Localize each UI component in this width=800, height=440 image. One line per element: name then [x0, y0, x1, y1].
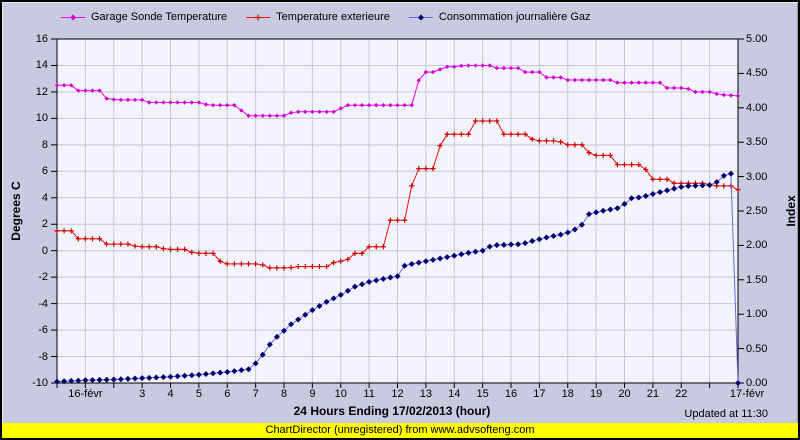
exterior-series-marker-icon — [245, 12, 271, 23]
y-left-tick-label: -4 — [38, 297, 48, 310]
x-tick-label: 17 — [533, 388, 546, 400]
y-right-tick-label: 2.00 — [746, 239, 768, 252]
y-left-tick-label: 2 — [41, 218, 48, 231]
y-left-tick-label: -6 — [38, 324, 48, 337]
y-right-tick-label: 4.50 — [746, 67, 768, 80]
x-tick-label: 8 — [280, 388, 288, 400]
x-tick-label: 19 — [590, 388, 603, 400]
x-tick-label: 4 — [167, 388, 174, 400]
y-right-tick-label: 3.50 — [746, 136, 768, 149]
garage-series-marker-icon — [60, 12, 86, 23]
y-axis-title-left: Degrees C — [9, 181, 23, 241]
footer-text: ChartDirector (unregistered) from www.ad… — [265, 424, 535, 436]
y-right-tick-label: 1.50 — [746, 273, 768, 286]
y-right-tick-label: 5.00 — [746, 33, 768, 45]
y-left-tick-label: 10 — [35, 112, 48, 125]
legend-label: Garage Sonde Temperature — [91, 11, 228, 23]
y-left-tick-label: 14 — [35, 59, 48, 72]
y-left-tick-label: 6 — [41, 165, 48, 178]
x-tick-label: 16 — [504, 388, 518, 400]
x-tick-label: 3 — [139, 388, 146, 400]
x-tick-label: 17-févr — [729, 388, 765, 400]
legend-item-consommation-gaz: Consommation journalière Gaz — [408, 11, 591, 23]
updated-timestamp: Updated at 11:30 — [684, 408, 768, 420]
x-axis-title: 24 Hours Ending 17/02/2013 (hour) — [293, 404, 491, 418]
y-left-tick-label: 0 — [41, 244, 48, 257]
x-tick-label: 6 — [224, 388, 231, 400]
x-tick-label: 9 — [309, 388, 316, 400]
y-axis-title-right: Index — [784, 195, 798, 227]
footer-bar: ChartDirector (unregistered) from www.ad… — [2, 423, 798, 438]
y-left-tick-label: -10 — [32, 377, 48, 389]
x-tick-label: 22 — [675, 388, 688, 400]
y-left-tick-label: 16 — [35, 33, 48, 45]
y-left-tick-label: 12 — [35, 85, 48, 98]
gas-series-marker-icon — [408, 12, 434, 23]
y-right-tick-label: 2.50 — [746, 205, 768, 217]
legend: Garage Sonde Temperature Temperature ext… — [60, 11, 591, 23]
x-tick-label: 18 — [561, 388, 574, 400]
x-tick-label: 12 — [391, 388, 404, 400]
x-tick-label: 16-févr — [68, 388, 103, 400]
y-right-tick-label: 0.00 — [746, 377, 768, 389]
y-right-tick-label: 0.50 — [746, 342, 768, 355]
y-right-tick-label: 1.00 — [746, 308, 768, 321]
y-right-tick-label: 3.00 — [746, 170, 768, 183]
legend-label: Temperature exterieure — [276, 11, 390, 23]
y-left-tick-label: -8 — [38, 350, 48, 363]
x-tick-label: 5 — [195, 388, 202, 400]
y-left-tick-label: 4 — [41, 191, 48, 204]
x-tick-label: 20 — [618, 388, 631, 400]
x-tick-label: 13 — [419, 388, 432, 400]
x-tick-label: 11 — [363, 388, 375, 400]
x-tick-label: 10 — [334, 388, 347, 400]
x-tick-label: 21 — [646, 388, 659, 400]
x-tick-label: 7 — [252, 388, 259, 400]
legend-item-garage-sonde-temperature: Garage Sonde Temperature — [60, 11, 227, 23]
x-tick-label: 15 — [476, 388, 489, 400]
y-left-tick-label: 8 — [41, 138, 48, 151]
y-left-tick-label: -2 — [38, 271, 48, 284]
x-tick-label: 14 — [448, 388, 461, 400]
y-right-tick-label: 4.00 — [746, 101, 768, 114]
legend-label: Consommation journalière Gaz — [438, 11, 591, 23]
legend-item-temperature-exterieure: Temperature exterieure — [245, 11, 390, 23]
